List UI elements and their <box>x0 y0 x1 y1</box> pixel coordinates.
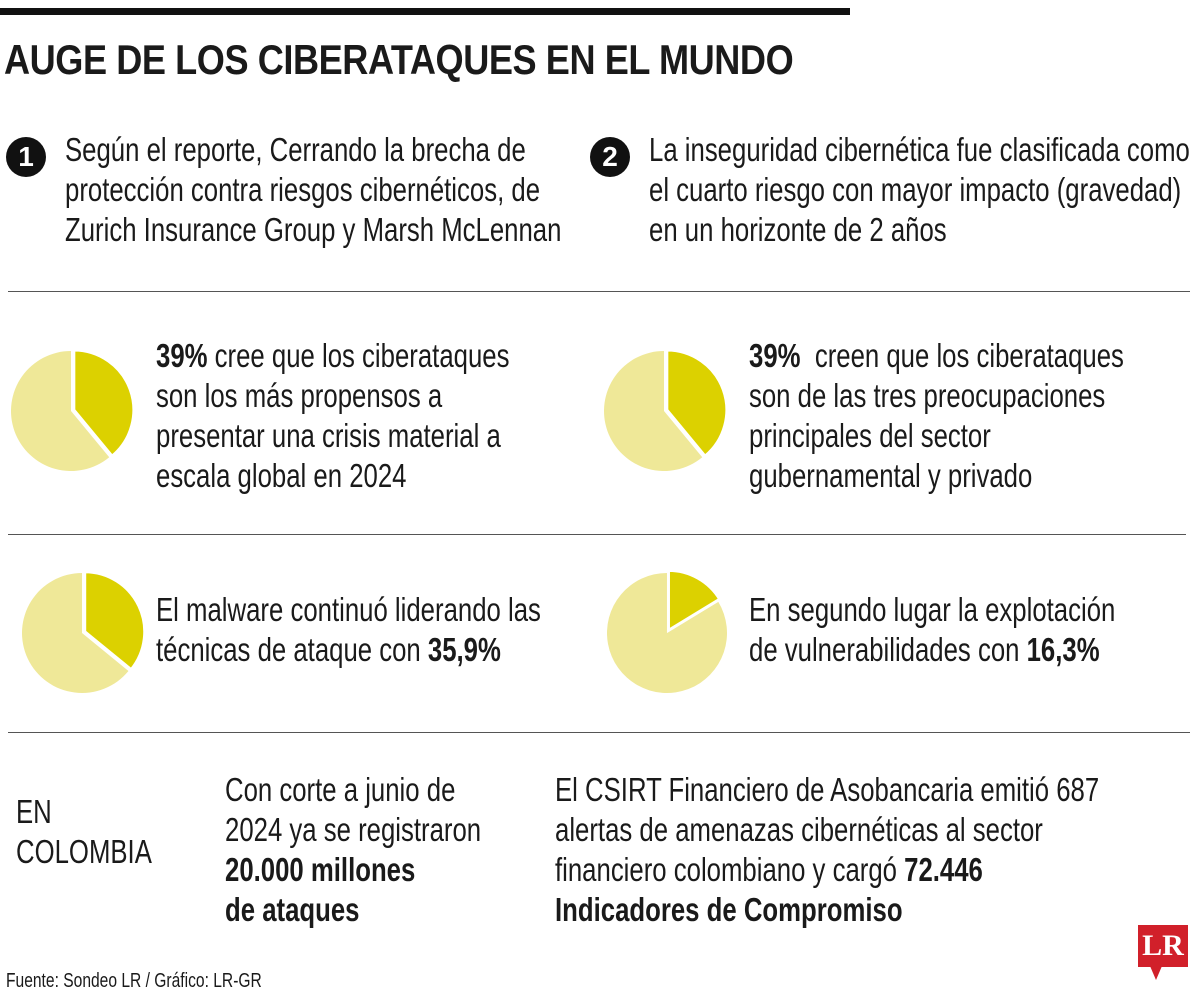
top-bar <box>0 8 850 15</box>
colombia-left-text: Con corte a junio de 2024 ya se registra… <box>225 770 481 930</box>
text-line: presentar una crisis material a <box>156 417 501 454</box>
text-line: Con corte a junio de <box>225 771 456 808</box>
text-line: El malware continuó liderando las <box>156 591 541 628</box>
text-line: en un horizonte de 2 años <box>649 211 947 248</box>
text-line: técnicas de ataque con <box>156 631 428 668</box>
text-line: son de las tres preocupaciones <box>749 377 1106 414</box>
pie-slice-rest <box>21 573 129 693</box>
pie-slice-highlight <box>666 568 722 634</box>
text-line: principales del sector <box>749 417 991 454</box>
pie-slice-highlight <box>665 348 729 459</box>
text-line: En segundo lugar la explotación <box>749 591 1116 628</box>
pie-slice-highlight <box>72 348 136 459</box>
stat-value: 35,9% <box>427 631 501 668</box>
text-line: cree que los ciberataques <box>207 337 510 374</box>
stat-value: de ataques <box>225 891 360 928</box>
stat-value: 39% <box>156 337 208 374</box>
lr-logo: LR <box>1138 925 1188 967</box>
point-2-text: La inseguridad cibernética fue clasifica… <box>649 130 1190 250</box>
pie-slice-rest <box>604 351 703 471</box>
stat-value: 20.000 millones <box>225 851 416 888</box>
stat-value: 72.446 <box>904 851 983 888</box>
stat-4-text: En segundo lugar la explotación de vulne… <box>749 590 1115 670</box>
stat-value: 39% <box>749 337 801 374</box>
text-line: el cuarto riesgo con mayor impacto (grav… <box>649 171 1182 208</box>
text-line: protección contra riesgos cibernéticos, … <box>65 171 541 208</box>
text-line: financiero colombiano y cargó <box>555 851 905 888</box>
text-line: son los más propensos a <box>156 377 443 414</box>
pie-chart-4 <box>607 568 727 693</box>
text-line: Zurich Insurance Group y Marsh McLennan <box>65 211 562 248</box>
lr-logo-tail <box>1150 966 1162 980</box>
divider <box>8 732 1190 733</box>
text-line: alertas de amenazas cibernéticas al sect… <box>555 811 1043 848</box>
text-line: escala global en 2024 <box>156 457 407 494</box>
text-line: La inseguridad cibernética fue clasifica… <box>649 131 1190 168</box>
pie-chart-3 <box>21 570 147 693</box>
page-title: AUGE DE LOS CIBERATAQUES EN EL MUNDO <box>4 36 794 83</box>
pie-chart-1 <box>11 348 136 471</box>
point-number-1: 1 <box>6 137 46 177</box>
divider <box>8 291 1190 292</box>
text-line: El CSIRT Financiero de Asobancaria emiti… <box>555 771 1100 808</box>
point-number-2: 2 <box>590 137 630 177</box>
stat-3-text: El malware continuó liderando las técnic… <box>156 590 541 670</box>
point-1-text: Según el reporte, Cerrando la brecha de … <box>65 130 561 250</box>
divider <box>8 534 1186 535</box>
text-line: COLOMBIA <box>16 833 152 870</box>
colombia-label: EN COLOMBIA <box>16 792 152 872</box>
text-line: creen que los ciberataques <box>800 337 1124 374</box>
text-line: de vulnerabilidades con <box>749 631 1027 668</box>
pie-chart-2 <box>604 348 729 471</box>
stat-value: 16,3% <box>1026 631 1100 668</box>
pie-slice-rest <box>11 351 110 471</box>
pie-slice-highlight <box>83 570 147 672</box>
stat-1-text: 39% cree que los ciberataques son los má… <box>156 336 509 496</box>
stat-value: Indicadores de Compromiso <box>555 891 903 928</box>
text-line: EN <box>16 793 52 830</box>
source-note: Fuente: Sondeo LR / Gráfico: LR-GR <box>6 970 262 992</box>
stat-2-text: 39% creen que los ciberataques son de la… <box>749 336 1124 496</box>
text-line: gubernamental y privado <box>749 457 1033 494</box>
colombia-right-text: El CSIRT Financiero de Asobancaria emiti… <box>555 770 1099 930</box>
text-line: Según el reporte, Cerrando la brecha de <box>65 131 526 168</box>
text-line: 2024 ya se registraron <box>225 811 482 848</box>
